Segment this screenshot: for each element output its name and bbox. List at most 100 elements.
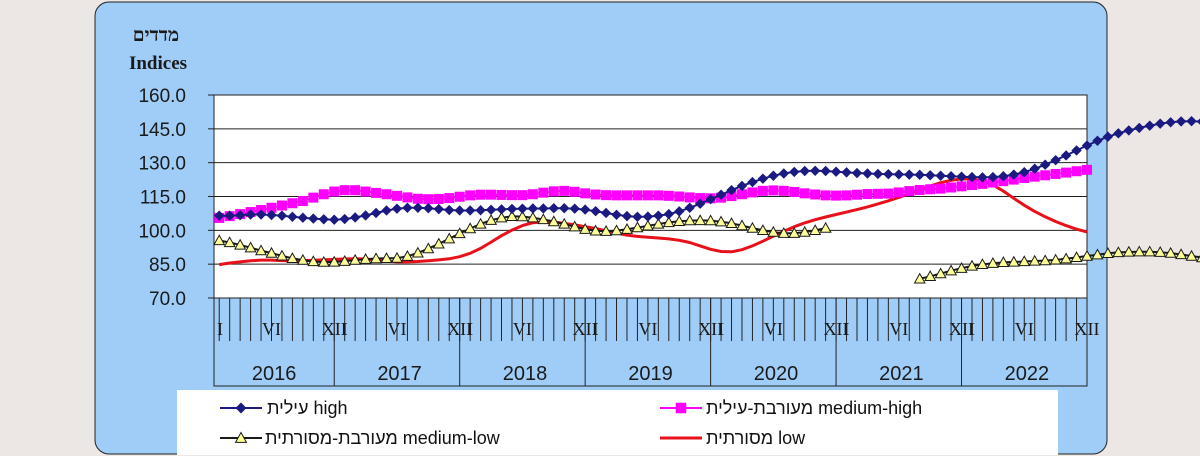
data-point — [1039, 254, 1052, 266]
data-point — [809, 224, 822, 235]
data-point — [768, 170, 779, 181]
data-point — [768, 185, 779, 196]
data-point — [747, 187, 758, 198]
data-point — [893, 169, 905, 180]
data-point — [275, 249, 289, 261]
data-point — [401, 250, 414, 261]
data-point — [820, 165, 831, 177]
data-point — [851, 189, 862, 200]
data-point — [966, 171, 978, 183]
data-point — [569, 186, 580, 197]
series-2 — [213, 210, 1200, 284]
data-point — [610, 224, 623, 236]
x-tick-label: XII — [949, 319, 974, 339]
data-point — [653, 190, 664, 201]
data-point — [1028, 254, 1041, 266]
data-point — [695, 193, 706, 204]
data-point — [1154, 245, 1167, 257]
data-point — [1175, 248, 1188, 260]
data-point — [641, 219, 654, 231]
data-point — [726, 191, 737, 202]
data-point — [266, 209, 277, 221]
data-point — [328, 255, 341, 267]
data-point — [297, 212, 309, 223]
data-point — [965, 259, 979, 271]
data-point — [767, 225, 780, 237]
data-point — [966, 179, 977, 190]
data-point — [977, 178, 988, 189]
data-point — [527, 189, 538, 200]
x-tick-label: VI — [262, 319, 281, 339]
year-label: 2019 — [628, 363, 673, 385]
data-point — [297, 196, 308, 207]
data-point — [559, 203, 570, 214]
data-point — [235, 402, 247, 414]
data-point — [590, 189, 601, 200]
data-point — [798, 225, 811, 237]
data-point — [517, 190, 528, 201]
data-point — [789, 166, 800, 178]
data-point — [611, 209, 622, 220]
data-point — [1061, 167, 1072, 178]
data-point — [904, 169, 915, 180]
data-point — [1040, 170, 1051, 181]
y-tick-label: 130.0 — [138, 154, 186, 175]
data-point — [370, 252, 383, 264]
data-point — [548, 186, 559, 197]
data-point — [1018, 255, 1031, 267]
year-label: 2016 — [252, 363, 297, 385]
legend-entry: עילית high — [220, 398, 348, 418]
data-point — [914, 169, 925, 181]
data-point — [360, 210, 371, 221]
data-point — [694, 214, 707, 226]
data-point — [308, 192, 319, 203]
data-point — [527, 203, 539, 214]
data-point — [1134, 122, 1145, 134]
y-title-hebrew: מדדים — [133, 25, 179, 46]
data-point — [1007, 255, 1020, 267]
data-point — [391, 203, 403, 214]
data-point — [569, 203, 580, 214]
data-point — [538, 203, 549, 214]
data-point — [736, 180, 748, 192]
x-tick-label: VI — [638, 319, 657, 339]
data-point — [1101, 247, 1114, 258]
data-point — [1019, 166, 1030, 178]
data-point — [245, 209, 256, 220]
data-point — [495, 211, 508, 223]
data-point — [213, 234, 226, 246]
data-point — [675, 402, 687, 414]
data-point — [1091, 248, 1104, 260]
data-point — [579, 204, 591, 215]
data-point — [872, 168, 884, 180]
data-point — [1164, 246, 1177, 258]
data-point — [224, 210, 235, 221]
data-point — [1070, 251, 1083, 263]
x-tick-label: VI — [387, 319, 406, 339]
data-point — [329, 186, 340, 197]
data-point — [799, 165, 810, 177]
data-point — [516, 210, 529, 222]
data-point — [862, 189, 873, 200]
data-point — [997, 256, 1010, 268]
data-point — [1060, 252, 1073, 264]
data-point — [819, 221, 832, 233]
y-tick-label: 145.0 — [138, 120, 186, 141]
data-point — [580, 188, 591, 199]
data-point — [444, 204, 455, 216]
data-point — [600, 225, 613, 236]
data-point — [1196, 118, 1200, 125]
legend-entry: מעורבת-מסורתית medium-low — [220, 428, 501, 448]
data-point — [704, 214, 717, 226]
data-point — [317, 255, 330, 267]
data-point — [945, 171, 957, 182]
x-tick-label: XII — [824, 319, 849, 339]
data-point — [454, 205, 465, 216]
data-point — [746, 221, 759, 233]
data-point — [735, 219, 749, 231]
data-point — [234, 238, 247, 250]
data-point — [652, 217, 665, 229]
data-point — [632, 211, 643, 222]
data-point — [568, 220, 581, 232]
data-point — [726, 184, 737, 196]
